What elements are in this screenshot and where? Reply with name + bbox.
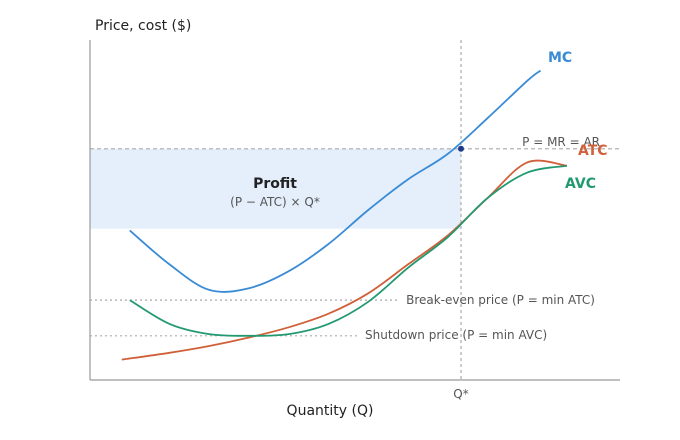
profit-formula: (P − ATC) × Q* [230, 195, 320, 209]
mc-label: MC [548, 50, 572, 66]
break-even-annotation: Break-even price (P = min ATC) [406, 293, 595, 307]
price-line-label: P = MR = AR [522, 135, 600, 149]
x-tick-label-q-star: Q* [453, 387, 468, 401]
profit-title: Profit [253, 176, 297, 192]
atc-label: ATC [578, 143, 608, 159]
avc-curve [129, 164, 568, 337]
y-axis-title: Price, cost ($) [95, 18, 191, 34]
profit-area [90, 148, 461, 229]
avc-label: AVC [565, 176, 596, 192]
equilibrium-point [458, 145, 464, 152]
shutdown-annotation: Shutdown price (P = min AVC) [365, 328, 547, 342]
x-axis-title: Quantity (Q) [287, 403, 374, 419]
mc-curve [129, 69, 542, 293]
